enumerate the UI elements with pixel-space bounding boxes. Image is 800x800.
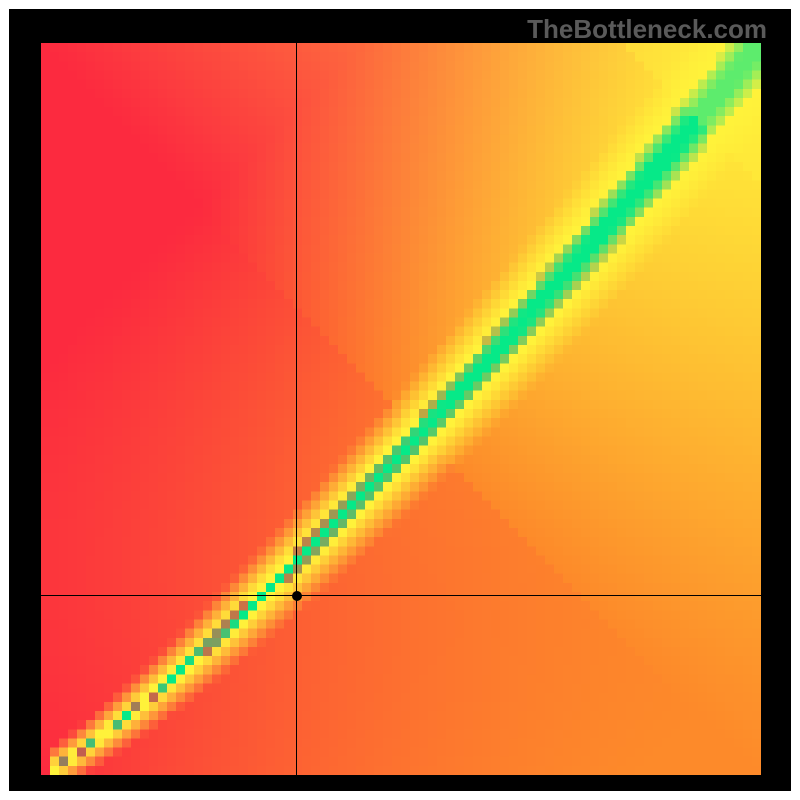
crosshair-horizontal [41, 595, 761, 596]
chart-frame: TheBottleneck.com [9, 9, 791, 791]
plot-area [41, 43, 761, 775]
crosshair-vertical [296, 43, 297, 775]
heatmap-canvas [41, 43, 761, 775]
crosshair-dot [292, 591, 302, 601]
watermark-text: TheBottleneck.com [527, 14, 767, 45]
